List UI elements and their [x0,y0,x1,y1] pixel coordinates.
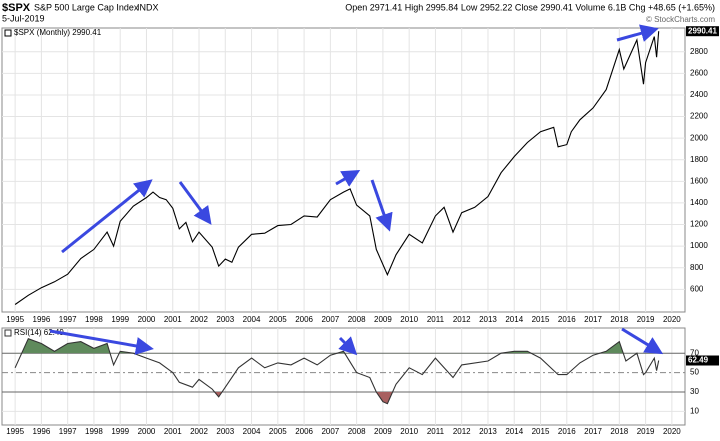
x-tick-label: 2011 [427,427,445,436]
arrow [335,169,361,187]
series-line [14,338,660,405]
x-tick-label: 2009 [374,427,392,436]
plot-area [1,27,686,313]
last-value: 2990.41 [688,26,717,35]
y-tick-label: 1400 [690,198,708,207]
y-tick-label: 70 [690,348,699,357]
x-tick-label: 2006 [295,315,313,324]
x-tick-label: 2016 [558,427,576,436]
y-tick-label: 10 [690,407,699,416]
last-value-tag [686,26,719,37]
arrow [49,329,154,355]
x-tick-label: 2003 [216,315,234,324]
y-tick-label: 2400 [690,90,708,99]
y-tick-label: 1600 [690,176,708,185]
y-tick-label: 600 [690,284,704,293]
x-tick-label: 2003 [216,427,234,436]
x-tick-label: 1998 [85,427,103,436]
x-tick-label: 2007 [321,315,339,324]
symbol: $SPX [2,2,31,14]
annotations [49,24,664,356]
x-tick-label: 2019 [637,427,655,436]
arrow [616,24,659,42]
plot-area [1,327,686,426]
y-tick-label: 1000 [690,241,708,250]
x-tick-label: 1995 [6,427,24,436]
x-tick-label: 2017 [584,427,602,436]
date: 5-Jul-2019 [2,13,45,23]
arrow [178,181,212,225]
arrow [621,327,664,355]
y-tick-label: 800 [690,263,704,272]
x-tick-label: 2015 [532,315,550,324]
x-tick-label: 1997 [59,315,77,324]
x-tick-label: 2004 [243,315,261,324]
x-tick-label: 2007 [321,427,339,436]
legend-label: $SPX (Monthly) 2990.41 [14,28,102,37]
x-tick-label: 2002 [190,315,208,324]
arrow [338,336,358,356]
x-tick-label: 2016 [558,315,576,324]
y-tick-label: 30 [690,387,699,396]
x-tick-label: 2017 [584,315,602,324]
x-tick-label: 2005 [269,315,287,324]
quote: Open 2971.41 High 2995.84 Low 2952.22 Cl… [345,2,715,12]
band-fill [15,392,659,404]
y-tick-label: 2800 [690,47,708,56]
arrow [61,179,153,254]
y-tick-label: 1800 [690,155,708,164]
x-tick-label: 1999 [111,427,129,436]
x-tick-label: 1999 [111,315,129,324]
legend-label: RSI(14) 62.49 [14,328,64,337]
series-line [14,31,660,305]
x-tick-label: 2008 [348,315,366,324]
last-value: 62.49 [688,356,709,365]
x-tick-label: 2002 [190,427,208,436]
x-tick-label: 2001 [164,427,182,436]
x-tick-label: 2010 [400,427,418,436]
x-tick-label: 2014 [505,315,523,324]
title: S&P 500 Large Cap Index [34,2,139,12]
x-tick-label: 2014 [505,427,523,436]
x-tick-label: 2013 [479,427,497,436]
last-value-tag [686,355,719,366]
x-tick-label: 2011 [427,315,445,324]
x-tick-label: 2019 [637,315,655,324]
y-tick-label: 1200 [690,220,708,229]
x-tick-label: 2006 [295,427,313,436]
legend-swatch [4,329,12,337]
legend-swatch [4,29,12,37]
x-tick-label: 2005 [269,427,287,436]
exchange: INDX [137,2,159,12]
y-tick-label: 2000 [690,133,708,142]
x-tick-label: 2018 [610,427,628,436]
x-tick-label: 2001 [164,315,182,324]
x-tick-label: 1996 [33,427,51,436]
x-tick-label: 2015 [532,427,550,436]
arrow [370,179,393,232]
x-tick-label: 2000 [138,427,156,436]
x-tick-label: 1995 [6,315,24,324]
x-tick-label: 2013 [479,315,497,324]
band-fill [21,338,637,354]
x-tick-label: 2020 [663,315,681,324]
x-tick-label: 2000 [138,315,156,324]
x-tick-label: 1996 [33,315,51,324]
x-tick-label: 2012 [453,315,471,324]
x-tick-label: 2020 [663,427,681,436]
y-tick-label: 50 [690,368,699,377]
y-tick-label: 2200 [690,112,708,121]
x-tick-label: 1998 [85,315,103,324]
x-tick-label: 2009 [374,315,392,324]
y-tick-label: 2600 [690,68,708,77]
credit: © StockCharts.com [646,15,715,24]
x-tick-label: 2012 [453,427,471,436]
x-tick-label: 2018 [610,315,628,324]
x-tick-label: 2008 [348,427,366,436]
x-tick-label: 2004 [243,427,261,436]
x-tick-label: 1997 [59,427,77,436]
x-tick-label: 2010 [400,315,418,324]
plots: 1995 1996 1997 1998 1999 2000 2001 2002 2003 2004… [1,26,719,436]
